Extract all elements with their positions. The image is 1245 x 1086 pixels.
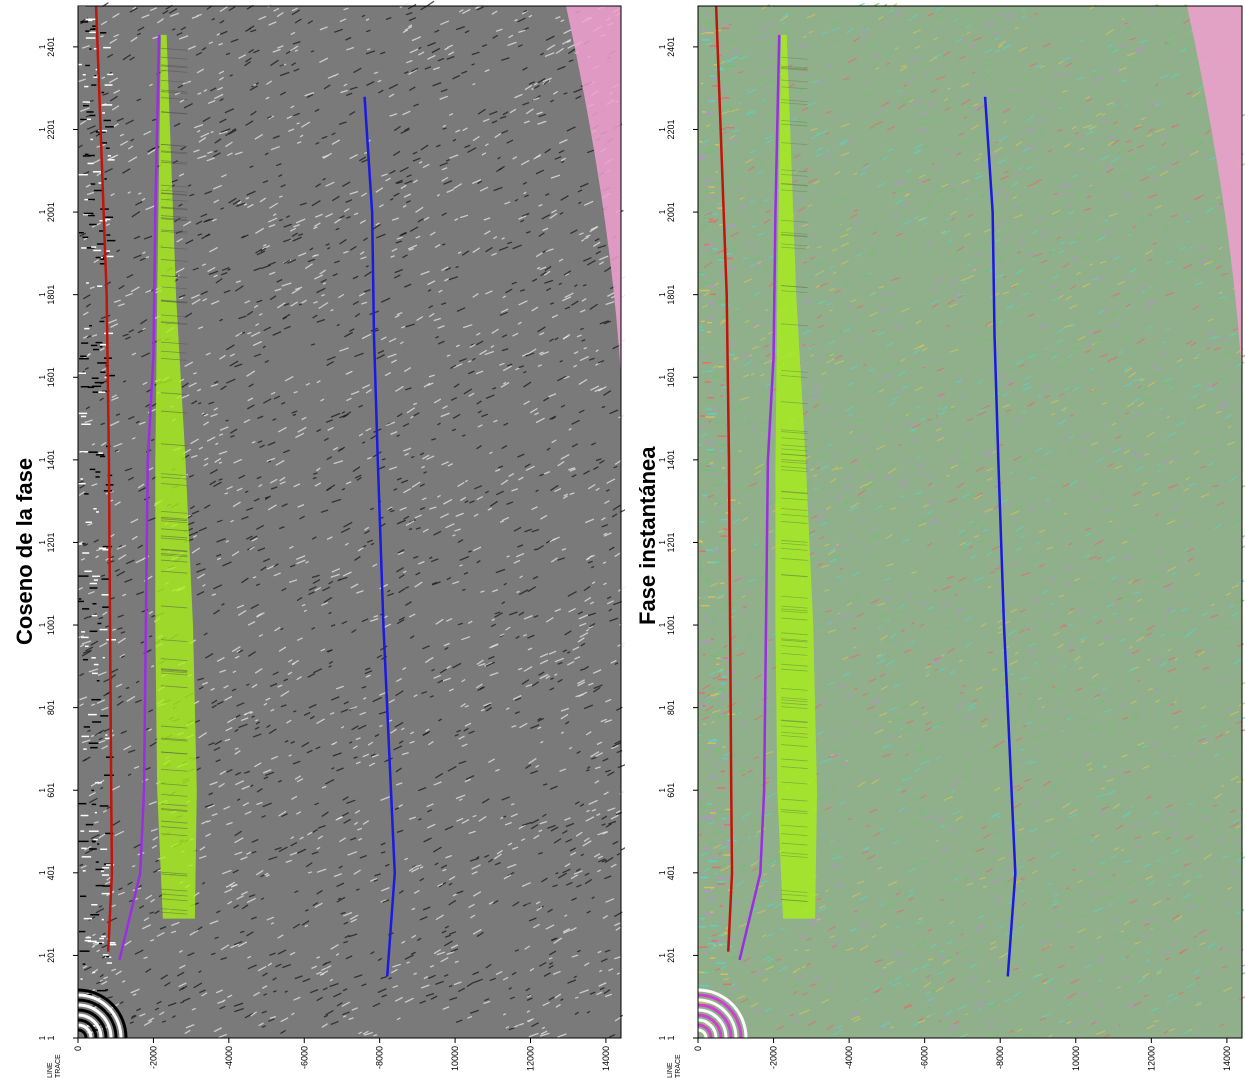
y-tick-prefix: 1 (38, 457, 47, 462)
y-tick-prefix: 1 (38, 374, 47, 379)
y-tick-label: 201 (46, 948, 56, 963)
y-tick-prefix: 1 (658, 1035, 667, 1040)
x-tick-label: 10000 (1071, 1046, 1081, 1071)
x-tick-label: -2000 (769, 1046, 779, 1069)
x-tick-label: 14000 (601, 1046, 611, 1071)
y-tick-prefix: 1 (658, 870, 667, 875)
horizon-red (94, 5, 114, 952)
corner-label-line: LINE (667, 1062, 674, 1078)
corner-label-trace: TRACE (675, 1054, 682, 1078)
y-tick-label: 1 (46, 1035, 56, 1040)
seismic-texture (697, 2, 1245, 1039)
bottom-arcs (77, 988, 128, 1039)
y-tick-label: 1201 (46, 532, 56, 552)
edge-band (698, 23, 737, 1035)
y-tick-label: 401 (46, 865, 56, 880)
x-tick-label: -8000 (375, 1046, 385, 1069)
corner-label-trace: TRACE (55, 1054, 62, 1078)
y-tick-label: 2201 (666, 119, 676, 139)
y-tick-prefix: 1 (658, 457, 667, 462)
y-tick-prefix: 1 (38, 292, 47, 297)
right-panel: Fase instantánea 1 1 201 1 401 1 601 1 801 1 1001 1… (625, 0, 1245, 1086)
y-tick-label: 2401 (666, 37, 676, 57)
y-tick-label: 1001 (46, 615, 56, 635)
x-tick-label: -4000 (224, 1046, 234, 1069)
green-striations (160, 47, 188, 915)
y-tick-label: 1601 (46, 367, 56, 387)
x-tick-label: 10000 (450, 1046, 460, 1071)
y-tick-prefix: 1 (38, 209, 47, 214)
bottom-arcs (697, 988, 748, 1039)
y-tick-prefix: 1 (38, 870, 47, 875)
x-tick-label: 0 (693, 1046, 703, 1051)
y-tick-prefix: 1 (658, 209, 667, 214)
y-tick-label: 2001 (666, 202, 676, 222)
y-tick-label: 1601 (666, 367, 676, 387)
y-tick-prefix: 1 (38, 540, 47, 545)
y-tick-label: 1401 (46, 450, 56, 470)
y-tick-label: 801 (666, 700, 676, 715)
y-tick-prefix: 1 (658, 44, 667, 49)
x-tick-label: 0 (73, 1046, 83, 1051)
y-tick-prefix: 1 (658, 622, 667, 627)
pink-region (1187, 6, 1242, 378)
y-tick-label: 1001 (666, 615, 676, 635)
y-tick-prefix: 1 (658, 787, 667, 792)
horizon-red (714, 5, 734, 952)
y-tick-label: 1801 (46, 285, 56, 305)
green-striations (781, 56, 808, 902)
y-tick-prefix: 1 (38, 622, 47, 627)
x-tick-label: -4000 (844, 1046, 854, 1069)
y-tick-prefix: 1 (38, 953, 47, 958)
y-tick-prefix: 1 (658, 374, 667, 379)
y-tick-prefix: 1 (38, 787, 47, 792)
y-tick-label: 601 (666, 783, 676, 798)
y-tick-label: 2401 (46, 37, 56, 57)
horizon-blue (983, 96, 1017, 977)
y-tick-label: 401 (666, 865, 676, 880)
plot-frame (77, 5, 622, 1039)
pink-region (566, 6, 621, 378)
right-seismic-section: 1120114011601180111001112011140111601118… (658, 2, 1245, 1078)
y-tick-label: 2201 (46, 119, 56, 139)
y-tick-label: 1201 (666, 532, 676, 552)
y-tick-label: 1801 (666, 285, 676, 305)
green-horizon-body (155, 34, 197, 919)
left-seismic-section: 1120114011601180111001112011140111601118… (38, 0, 625, 1078)
x-tick-label: 12000 (1146, 1046, 1156, 1071)
y-tick-label: 1 (666, 1035, 676, 1040)
y-tick-prefix: 1 (658, 292, 667, 297)
x-tick-label: -8000 (995, 1046, 1005, 1069)
left-panel: Coseno de la fase 1 1 201 1 401 1 601 1 801 1 1001… (12, 0, 625, 1078)
y-tick-prefix: 1 (658, 705, 667, 710)
y-tick-prefix: 1 (658, 953, 667, 958)
y-tick-prefix: 1 (658, 540, 667, 545)
horizon-purple (738, 34, 781, 961)
y-tick-prefix: 1 (38, 1035, 47, 1040)
horizon-purple (118, 34, 161, 961)
y-tick-prefix: 1 (38, 127, 47, 132)
plot-frame (697, 5, 1243, 1039)
y-tick-label: 801 (46, 700, 56, 715)
horizon-blue (363, 96, 397, 977)
x-tick-label: 14000 (1222, 1046, 1232, 1071)
y-tick-prefix: 1 (658, 127, 667, 132)
y-tick-prefix: 1 (38, 44, 47, 49)
x-tick-label: -6000 (299, 1046, 309, 1069)
y-tick-label: 2001 (46, 202, 56, 222)
y-tick-label: 1401 (666, 450, 676, 470)
corner-label-line: LINE (47, 1062, 54, 1078)
y-tick-label: 601 (46, 783, 56, 798)
y-tick-prefix: 1 (38, 705, 47, 710)
x-tick-label: -6000 (920, 1046, 930, 1069)
x-tick-label: 12000 (526, 1046, 536, 1071)
y-tick-label: 201 (666, 948, 676, 963)
x-tick-label: -2000 (148, 1046, 158, 1069)
